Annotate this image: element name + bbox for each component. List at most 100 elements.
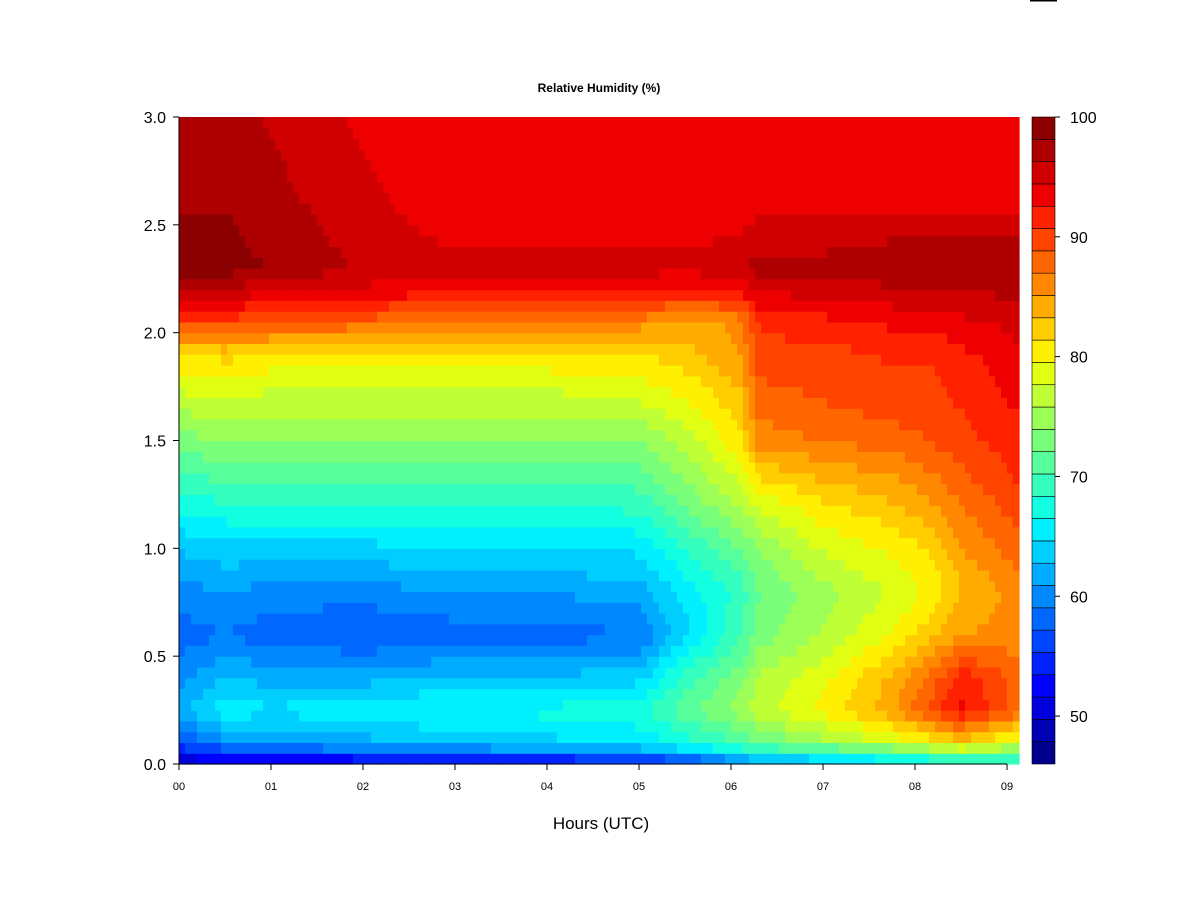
heatmap-cell (773, 623, 780, 636)
heatmap-cell (197, 699, 204, 711)
heatmap-cell (263, 645, 270, 657)
heatmap-cell (869, 559, 876, 571)
heatmap-cell (437, 440, 444, 452)
heatmap-cell (197, 677, 204, 690)
heatmap-cell (647, 753, 654, 765)
heatmap-cell (455, 677, 462, 690)
heatmap-cell (845, 397, 852, 409)
heatmap-cell (653, 472, 660, 485)
heatmap-cell (761, 602, 768, 614)
heatmap-cell (509, 515, 516, 528)
heatmap-cell (893, 710, 900, 722)
heatmap-cell (293, 623, 300, 636)
heatmap-cell (239, 613, 246, 625)
heatmap-cell (701, 472, 708, 485)
heatmap-cell (587, 440, 594, 452)
heatmap-cell (875, 710, 882, 722)
heatmap-cell (1013, 494, 1020, 506)
heatmap-cell (533, 731, 540, 744)
heatmap-cell (563, 677, 570, 690)
heatmap-cell (743, 591, 750, 603)
heatmap-cell (767, 656, 774, 668)
heatmap-cell (917, 580, 924, 593)
heatmap-cell (467, 440, 474, 452)
heatmap-cell (539, 580, 546, 593)
heatmap-cell (647, 515, 654, 528)
heatmap-cell (437, 494, 444, 506)
heatmap-cell (1013, 634, 1020, 646)
heatmap-cell (239, 397, 246, 409)
heatmap-cell (875, 580, 882, 593)
heatmap-cell (683, 559, 690, 571)
heatmap-cell (299, 645, 306, 657)
heatmap-cell (371, 462, 378, 474)
heatmap-cell (491, 537, 498, 549)
heatmap-cell (251, 418, 258, 431)
heatmap-cell (371, 526, 378, 539)
heatmap-cell (755, 753, 762, 765)
heatmap-cell (767, 386, 774, 398)
heatmap-cell (899, 537, 906, 549)
heatmap-cell (197, 569, 204, 582)
heatmap-cell (341, 526, 348, 539)
heatmap-cell (479, 710, 486, 722)
heatmap-cell (413, 386, 420, 398)
heatmap-cell (689, 397, 696, 409)
heatmap-cell (929, 613, 936, 625)
heatmap-cell (179, 559, 186, 571)
heatmap-cell (695, 742, 702, 754)
heatmap-cell (971, 505, 978, 517)
heatmap-cell (605, 591, 612, 603)
heatmap-cell (443, 688, 450, 700)
heatmap-cell (785, 569, 792, 582)
heatmap-cell (449, 602, 456, 614)
heatmap-cell (725, 645, 732, 657)
heatmap-cell (491, 569, 498, 582)
heatmap-cell (281, 537, 288, 549)
heatmap-cell (629, 666, 636, 679)
heatmap-cell (425, 483, 432, 496)
heatmap-cell (317, 526, 324, 539)
heatmap-cell (533, 645, 540, 657)
heatmap-cell (185, 613, 192, 625)
heatmap-cell (299, 408, 306, 420)
heatmap-cell (893, 580, 900, 593)
heatmap-cell (251, 645, 258, 657)
heatmap-cell (641, 613, 648, 625)
heatmap-cell (593, 742, 600, 754)
heatmap-cell (329, 451, 336, 463)
heatmap-cell (389, 569, 396, 582)
heatmap-cell (449, 580, 456, 593)
heatmap-cell (749, 634, 756, 646)
heatmap-cell (521, 418, 528, 431)
heatmap-cell (899, 580, 906, 593)
heatmap-cell (473, 418, 480, 431)
heatmap-cell (377, 397, 384, 409)
heatmap-cell (407, 634, 414, 646)
heatmap-cell (719, 408, 726, 420)
heatmap-cell (731, 472, 738, 485)
heatmap-cell (485, 688, 492, 700)
heatmap-cell (713, 580, 720, 593)
heatmap-cell (749, 537, 756, 549)
heatmap-cell (617, 656, 624, 668)
heatmap-cell (419, 548, 426, 560)
heatmap-cell (749, 494, 756, 506)
heatmap-cell (245, 580, 252, 593)
heatmap-cell (299, 440, 306, 452)
heatmap-cell (401, 429, 408, 442)
heatmap-cell (359, 548, 366, 560)
heatmap-cell (275, 483, 282, 496)
heatmap-cell (551, 677, 558, 690)
heatmap-cell (389, 645, 396, 657)
heatmap-cell (575, 742, 582, 754)
heatmap-cell (827, 429, 834, 442)
heatmap-cell (887, 397, 894, 409)
heatmap-cell (227, 699, 234, 711)
heatmap-cell (395, 440, 402, 452)
heatmap-cell (617, 623, 624, 636)
heatmap-cell (455, 645, 462, 657)
heatmap-cell (947, 591, 954, 603)
heatmap-cell (701, 375, 708, 388)
heatmap-cell (299, 537, 306, 549)
